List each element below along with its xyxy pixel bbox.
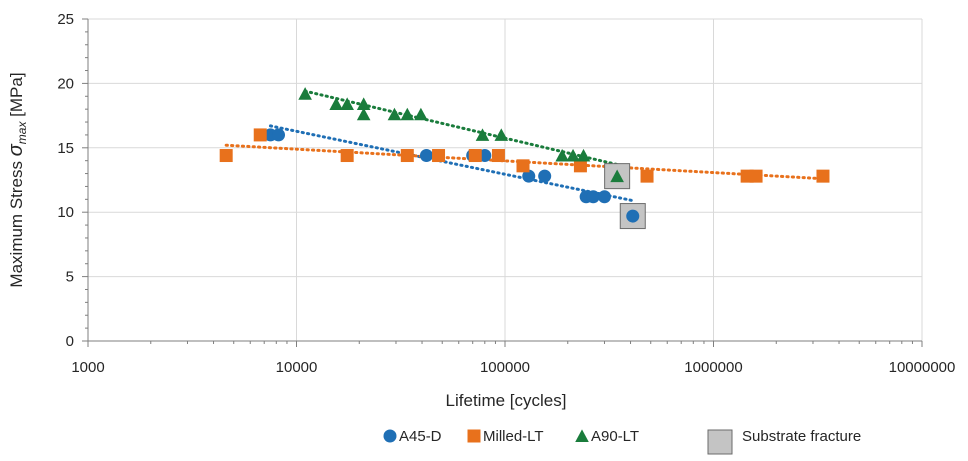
trendlines: [224, 89, 825, 203]
y-tick-label: 20: [57, 75, 74, 92]
x-tick-label: 10000: [276, 359, 318, 376]
x-tick-label: 1000: [71, 359, 104, 376]
data-markers: [219, 87, 830, 223]
legend-label-a45-d: A45-D: [399, 428, 442, 445]
x-axis-title: Lifetime [cycles]: [446, 391, 567, 410]
x-tick-label: 1000000: [684, 359, 742, 376]
y-tick-label: 25: [57, 11, 74, 28]
y-tick-label: 5: [66, 269, 74, 286]
legend-marker-a90-lt: [575, 429, 589, 442]
marker-milled-lt: [516, 159, 530, 173]
marker-milled-lt: [219, 149, 233, 163]
trendline-a45-d: [268, 124, 635, 203]
y-axis-title-suffix: [MPa]: [7, 72, 26, 121]
marker-milled-lt: [816, 169, 830, 183]
y-tick-label: 10: [57, 204, 74, 221]
marker-milled-lt: [340, 149, 354, 163]
marker-milled-lt: [749, 169, 763, 183]
y-tick-label: 0: [66, 333, 74, 350]
marker-a45-d: [586, 190, 600, 204]
marker-milled-lt: [400, 149, 414, 163]
y-axis-title-subscript: max: [15, 121, 29, 145]
y-tick-label: 15: [57, 140, 74, 157]
marker-a45-d: [597, 190, 611, 204]
marker-milled-lt: [491, 149, 505, 163]
legend-marker-a45-d: [383, 429, 397, 443]
marker-a90-lt: [475, 128, 490, 141]
x-tick-label: 100000: [480, 359, 530, 376]
legend-marker-milled-lt: [467, 429, 481, 443]
y-axis-title-symbol: σ: [5, 143, 27, 156]
marker-a90-lt: [340, 97, 354, 111]
marker-a45-d: [538, 169, 552, 183]
marker-a90-lt: [356, 97, 371, 111]
trendline-a90-lt: [303, 89, 619, 167]
legend-label-milled-lt: Milled-LT: [483, 428, 544, 445]
marker-milled-lt: [468, 149, 482, 163]
y-axis-title-prefix: Maximum Stress: [7, 156, 26, 287]
marker-a90-lt: [400, 107, 415, 121]
marker-a45-d: [272, 128, 286, 142]
marker-a90-lt: [566, 148, 580, 162]
marker-milled-lt: [253, 128, 267, 142]
marker-milled-lt: [573, 159, 587, 173]
grid-lines: [88, 18, 923, 341]
marker-milled-lt: [640, 169, 654, 183]
marker-a90-lt: [414, 107, 428, 121]
marker-a45-d: [522, 169, 536, 183]
legend: A45-D Milled-LT A90-LT Substrate fracture: [383, 428, 861, 455]
marker-a45-d: [419, 149, 433, 163]
legend-marker-substrate-fracture: [707, 429, 733, 455]
marker-a90-lt: [494, 128, 509, 141]
marker-a90-lt: [298, 87, 312, 100]
marker-a90-lt: [356, 107, 371, 121]
marker-a90-lt: [329, 97, 343, 111]
legend-label-a90-lt: A90-LT: [591, 428, 639, 445]
y-axis-title: Maximum Stress σmax [MPa]: [5, 72, 29, 287]
marker-milled-lt: [432, 149, 446, 163]
marker-a90-lt: [576, 148, 591, 162]
marker-a45-d: [626, 209, 640, 223]
marker-a90-lt: [610, 169, 624, 183]
legend-label-substrate-fracture: Substrate fracture: [742, 428, 861, 445]
marker-a90-lt: [387, 107, 402, 121]
substrate-fracture-markers: [604, 163, 646, 230]
tick-labels: 0 5 10 15 20 25 1000 10000 100000 1000000 10000000: [57, 11, 955, 376]
axes: [82, 18, 923, 347]
x-tick-label: 10000000: [889, 359, 956, 376]
marker-a90-lt: [555, 148, 569, 162]
